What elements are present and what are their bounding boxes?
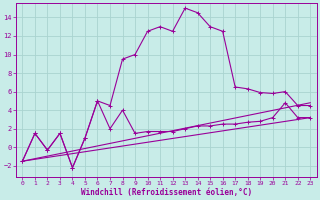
X-axis label: Windchill (Refroidissement éolien,°C): Windchill (Refroidissement éolien,°C)	[81, 188, 252, 197]
